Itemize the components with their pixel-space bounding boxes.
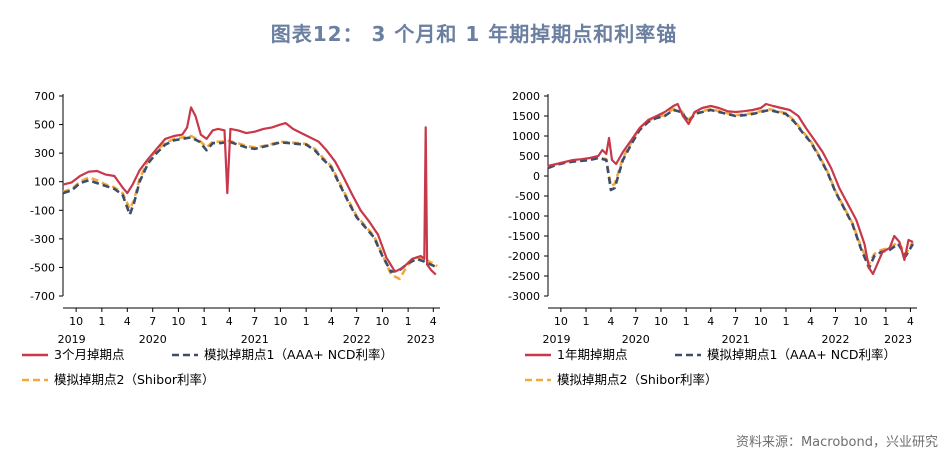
x-month-label: 1 — [882, 315, 889, 328]
x-month-label: 10 — [69, 315, 83, 328]
legend-label-model1: 模拟掉期点1（AAA+ NCD利率） — [204, 347, 393, 362]
legend-label-model1: 模拟掉期点1（AAA+ NCD利率） — [707, 347, 896, 362]
x-month-label: 4 — [226, 315, 233, 328]
x-month-label: 7 — [251, 315, 258, 328]
x-month-label: 4 — [807, 315, 814, 328]
y-tick-label: 500 — [519, 150, 540, 163]
x-year-label: 2023 — [407, 333, 435, 346]
y-tick-label: -1000 — [508, 210, 540, 223]
y-tick-label: -100 — [30, 204, 55, 217]
chart-3m-swap-points: 700 500 300 100 -100 -300 -500 -700 10 1 4 7 10 1 4 7 10… — [22, 90, 440, 387]
legend-label-actual: 1年期掉期点 — [557, 347, 627, 362]
x-month-label: 4 — [607, 315, 614, 328]
x-month-label: 4 — [707, 315, 714, 328]
x-month-label: 4 — [124, 315, 131, 328]
x-year-label: 2019 — [58, 333, 86, 346]
x-year-label: 2022 — [343, 333, 371, 346]
series-line-model1 — [547, 108, 915, 270]
legend-label-actual: 3个月掉期点 — [54, 347, 124, 362]
source-note: 资料来源：Macrobond，兴业研究 — [735, 435, 938, 450]
y-tick-label: -500 — [30, 261, 55, 274]
x-month-label: 7 — [353, 315, 360, 328]
x-year-label: 2019 — [542, 333, 570, 346]
x-month-label: 1 — [201, 315, 208, 328]
x-month-label: 10 — [171, 315, 185, 328]
y-tick-label: 700 — [34, 90, 55, 103]
x-month-label: 4 — [907, 315, 914, 328]
series-line-actual — [547, 102, 914, 276]
x-month-label: 10 — [754, 315, 768, 328]
x-month-label: 1 — [683, 315, 690, 328]
y-tick-label: -300 — [30, 233, 55, 246]
legend-label-model2: 模拟掉期点2（Shibor利率） — [54, 372, 215, 387]
chart-1y-swap-points: 2000 1500 1000 500 0 -500 -1000 -1500 -2000 -2500… — [508, 90, 917, 387]
x-month-label: 10 — [273, 315, 287, 328]
x-month-label: 7 — [149, 315, 156, 328]
x-month-label: 7 — [732, 315, 739, 328]
x-month-label: 10 — [554, 315, 568, 328]
x-month-label: 10 — [654, 315, 668, 328]
x-month-label: 7 — [832, 315, 839, 328]
y-tick-label: 2000 — [512, 90, 540, 103]
y-tick-label: 1500 — [512, 110, 540, 123]
x-year-label: 2021 — [241, 333, 269, 346]
series-line-model1 — [62, 136, 438, 273]
series-line-model2 — [547, 107, 915, 266]
legend-label-model2: 模拟掉期点2（Shibor利率） — [557, 372, 718, 387]
x-month-label: 4 — [328, 315, 335, 328]
y-tick-label: -1500 — [508, 230, 540, 243]
y-tick-label: -2000 — [508, 250, 540, 263]
x-month-label: 1 — [583, 315, 590, 328]
x-month-label: 1 — [303, 315, 310, 328]
x-month-label: 4 — [430, 315, 437, 328]
x-month-label: 10 — [854, 315, 868, 328]
series-line-model2 — [62, 134, 438, 281]
y-tick-label: -500 — [515, 190, 540, 203]
x-month-label: 10 — [375, 315, 389, 328]
y-tick-label: -3000 — [508, 290, 540, 303]
x-year-label: 2020 — [622, 333, 650, 346]
series-line-actual — [62, 106, 437, 276]
y-tick-label: 500 — [34, 119, 55, 132]
y-tick-label: 1000 — [512, 130, 540, 143]
y-tick-label: -700 — [30, 290, 55, 303]
y-tick-label: 300 — [34, 147, 55, 160]
x-month-label: 1 — [405, 315, 412, 328]
chart-figure-title: 图表12： 3 个月和 1 年期掉期点和利率锚 — [270, 22, 678, 46]
x-year-label: 2023 — [884, 333, 912, 346]
y-tick-label: 100 — [34, 176, 55, 189]
x-month-label: 1 — [782, 315, 789, 328]
x-year-label: 2021 — [722, 333, 750, 346]
x-month-label: 1 — [98, 315, 105, 328]
y-tick-label: 0 — [533, 170, 540, 183]
y-tick-label: -2500 — [508, 270, 540, 283]
x-year-label: 2022 — [821, 333, 849, 346]
x-year-label: 2020 — [139, 333, 167, 346]
x-month-label: 7 — [632, 315, 639, 328]
